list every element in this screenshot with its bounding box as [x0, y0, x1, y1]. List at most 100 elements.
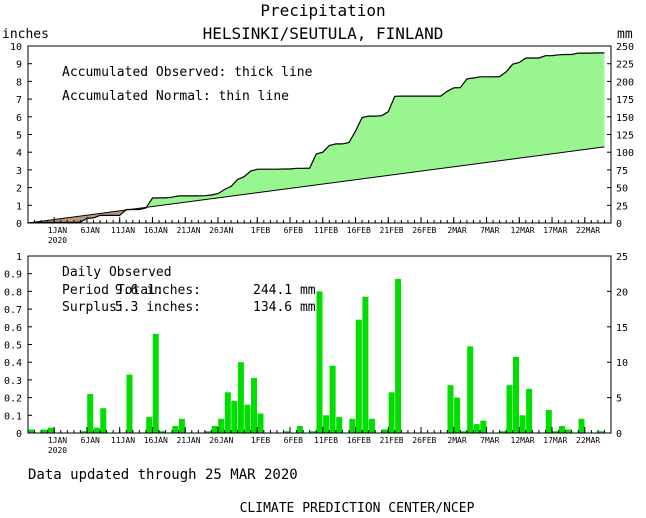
daily-panel: 00.10.20.30.40.50.60.70.80.910510152025 …: [4, 252, 628, 455]
daily-x-tick-label: 11JAN: [111, 436, 135, 445]
right-y-tick-label: 0: [616, 219, 622, 230]
right-y-tick-label: 0: [616, 429, 622, 440]
period-total-label: Period Total:: [62, 283, 164, 298]
left-y-tick-label: 8: [16, 77, 22, 88]
period-total-mm: 244.1 mm: [253, 283, 316, 298]
accumulated-x-tick-label: 1FEB: [251, 226, 270, 235]
daily-bar: [388, 392, 395, 433]
daily-bar: [309, 431, 316, 433]
daily-bar: [499, 431, 506, 433]
accumulated-normal-line: [27, 146, 605, 224]
right-y-tick-label: 175: [616, 95, 634, 106]
daily-x-tick-label: 26JAN: [209, 436, 233, 445]
legend-observed: Accumulated Observed: thick line: [62, 65, 313, 80]
daily-x-ticks: 1JAN 6JAN 11JAN 16JAN 21JAN 26JAN 1FEB 6FEB 11FE…: [27, 427, 612, 455]
period-total-inches: 9.6 inches:: [115, 283, 201, 298]
daily-bar: [211, 425, 218, 433]
daily-bar: [146, 417, 153, 433]
daily-x-tick-label: 11FEB: [314, 436, 338, 445]
right-y-tick-label: 10: [616, 358, 628, 369]
right-y-tick-label: 15: [616, 323, 628, 334]
daily-bar: [80, 431, 87, 433]
left-y-tick-label: 0.6: [4, 323, 22, 334]
data-updated-note: Data updated through 25 MAR 2020: [28, 467, 298, 483]
accumulated-x-tick-label: 1JAN: [48, 226, 67, 235]
left-y-tick-label: 0.9: [4, 270, 22, 281]
left-y-tick-label: 10: [10, 42, 22, 53]
daily-bar: [28, 429, 35, 433]
daily-bar: [87, 394, 94, 433]
daily-bar: [473, 424, 480, 433]
left-y-tick-label: 4: [16, 148, 22, 159]
daily-bar: [460, 431, 467, 433]
left-y-tick-label: 0.8: [4, 287, 22, 298]
right-y-tick-label: 100: [616, 148, 634, 159]
accumulated-x-tick-label: 21JAN: [176, 226, 200, 235]
daily-x-tick-label: 16JAN: [144, 436, 168, 445]
daily-bar: [506, 385, 513, 433]
legend-normal: Accumulated Normal: thin line: [62, 89, 289, 104]
accumulated-x-year-label: 2020: [48, 236, 67, 245]
daily-bar: [552, 431, 559, 433]
daily-bar: [578, 418, 585, 433]
daily-bar: [382, 429, 388, 433]
daily-bar: [349, 418, 356, 433]
left-unit-label: inches: [2, 27, 49, 42]
daily-x-year-label: 2020: [48, 446, 67, 455]
daily-x-tick-label: 22MAR: [576, 436, 600, 445]
daily-x-tick-label: 21JAN: [176, 436, 200, 445]
left-y-tick-label: 0.4: [4, 358, 22, 369]
daily-bar: [447, 385, 454, 433]
left-y-tick-label: 0.5: [4, 341, 22, 352]
daily-bar: [237, 362, 244, 433]
daily-bar: [558, 425, 565, 433]
accumulated-x-tick-label: 6JAN: [81, 226, 100, 235]
right-y-tick-label: 225: [616, 60, 634, 71]
daily-panel-title: Daily Observed: [62, 265, 172, 280]
left-y-tick-label: 0: [16, 429, 22, 440]
left-y-tick-label: 0.3: [4, 376, 22, 387]
daily-x-tick-label: 21FEB: [380, 436, 404, 445]
left-y-tick-label: 6: [16, 113, 22, 124]
daily-bar: [244, 404, 251, 433]
daily-bar: [316, 291, 323, 433]
left-y-tick-label: 9: [16, 60, 22, 71]
daily-bar: [480, 420, 487, 433]
daily-bar: [172, 425, 179, 433]
daily-bar: [41, 429, 48, 433]
daily-x-tick-label: 1FEB: [251, 436, 270, 445]
left-y-tick-label: 0: [16, 219, 22, 230]
accumulated-x-tick-label: 16FEB: [347, 226, 371, 235]
chart-title: Precipitation: [260, 1, 385, 20]
daily-bar: [178, 418, 185, 433]
accumulated-x-tick-label: 17MAR: [543, 226, 567, 235]
left-y-tick-label: 0.2: [4, 394, 22, 405]
daily-x-tick-label: 12MAR: [511, 436, 535, 445]
surplus-inches: 5.3 inches:: [115, 300, 201, 315]
accumulated-x-tick-label: 22MAR: [576, 226, 600, 235]
daily-bar: [329, 365, 336, 433]
accumulated-x-tick-label: 7MAR: [480, 226, 499, 235]
daily-bar: [513, 356, 519, 433]
right-y-tick-label: 250: [616, 42, 634, 53]
credit-line: CLIMATE PREDICTION CENTER/NCEP: [240, 501, 475, 516]
accumulated-x-tick-label: 21FEB: [380, 226, 404, 235]
daily-bar: [257, 413, 264, 433]
daily-bar: [93, 427, 100, 433]
accumulated-lines: [27, 52, 605, 224]
accumulated-x-tick-label: 11JAN: [111, 226, 135, 235]
daily-bar: [218, 418, 225, 433]
right-y-tick-label: 200: [616, 77, 634, 88]
right-y-tick-label: 75: [616, 166, 628, 177]
daily-bar: [323, 415, 330, 433]
right-y-tick-label: 5: [616, 394, 622, 405]
daily-bar: [126, 374, 133, 433]
daily-bar: [296, 425, 303, 433]
right-unit-label: mm: [617, 27, 633, 42]
right-y-tick-label: 150: [616, 113, 634, 124]
accumulated-x-tick-label: 26FEB: [412, 226, 436, 235]
daily-bar: [47, 427, 54, 433]
accumulated-x-tick-label: 11FEB: [314, 226, 338, 235]
